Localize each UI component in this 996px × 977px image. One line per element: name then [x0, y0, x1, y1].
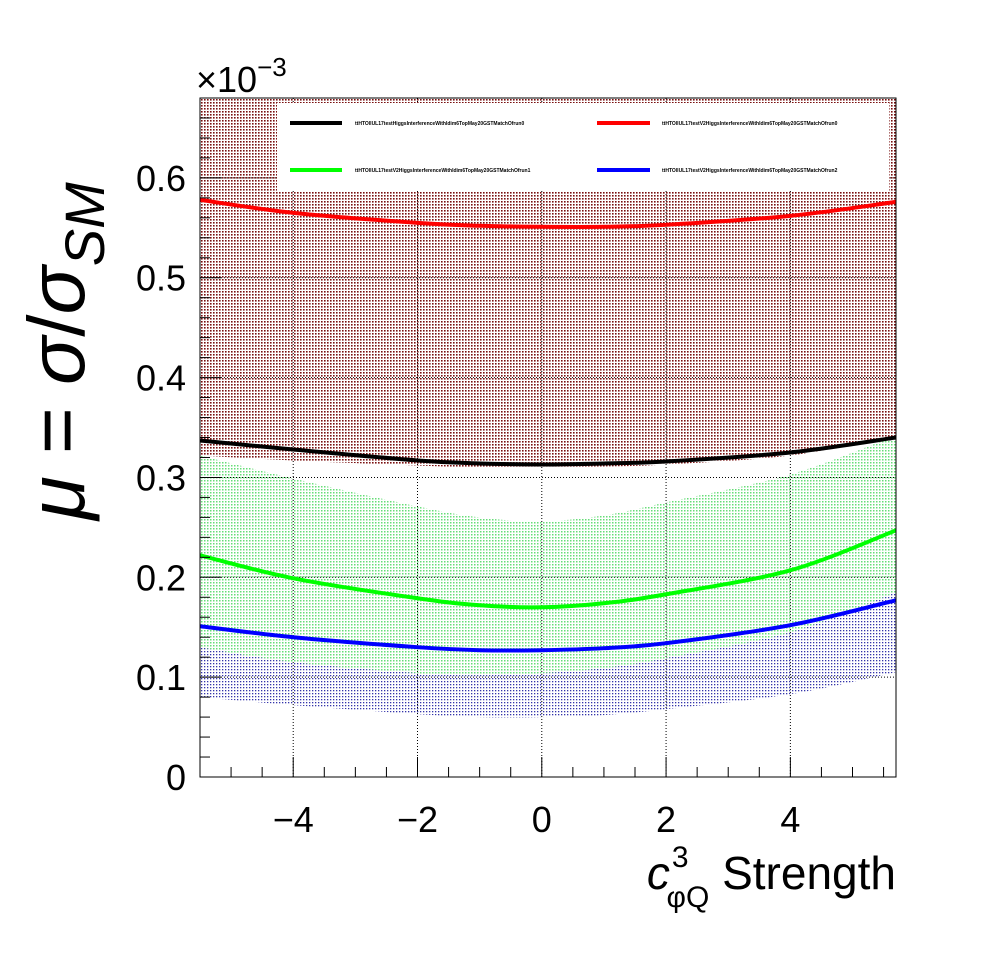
series-lines — [200, 197, 896, 653]
axis-ticks — [199, 97, 885, 778]
y-tick-label-4: 0.4 — [136, 358, 186, 399]
grid-lines — [200, 98, 896, 777]
x-tick-label-0: −4 — [273, 799, 314, 840]
band-series-2 — [200, 435, 896, 676]
legend-label-series-1: ttHTOllUL17testV2HiggsInterferenceWithId… — [662, 121, 838, 127]
line-series-3 — [200, 598, 896, 653]
x-axis-title: c3 φQ Strength — [647, 841, 896, 914]
y-tick-label-6: 0.6 — [136, 158, 186, 199]
y-axis-tick-labels: 0 0.1 0.2 0.3 0.4 0.5 0.6 — [136, 158, 186, 798]
y-axis-title: μ = σ/σSM — [12, 182, 116, 522]
legend-label-series-2: ttHTOllUL17testV2HiggsInterferenceWithId… — [355, 168, 531, 174]
x-tick-label-1: −2 — [397, 799, 438, 840]
y-tick-label-0: 0 — [166, 757, 186, 798]
y-tick-label-5: 0.5 — [136, 258, 186, 299]
legend: ttHTOllUL17testHiggsInterferenceWithIdim… — [277, 103, 889, 191]
x-tick-label-4: 4 — [780, 799, 800, 840]
legend-label-series-3: ttHTOllUL17testV2HiggsInterferenceWithId… — [662, 168, 838, 174]
y-tick-label-2: 0.2 — [136, 557, 186, 598]
legend-box — [277, 103, 889, 191]
y-tick-label-1: 0.1 — [136, 657, 186, 698]
line-series-2 — [200, 528, 896, 610]
x-tick-label-3: 2 — [656, 799, 676, 840]
y-tick-label-3: 0.3 — [136, 457, 186, 498]
line-series-1 — [200, 197, 896, 229]
y-axis-multiplier: ×10−3 — [196, 52, 287, 100]
x-axis-tick-labels: −4 −2 0 2 4 — [273, 799, 801, 840]
x-tick-label-2: 0 — [532, 799, 552, 840]
line-series-0 — [200, 435, 896, 467]
legend-label-series-0: ttHTOllUL17testHiggsInterferenceWithIdim… — [355, 121, 524, 127]
